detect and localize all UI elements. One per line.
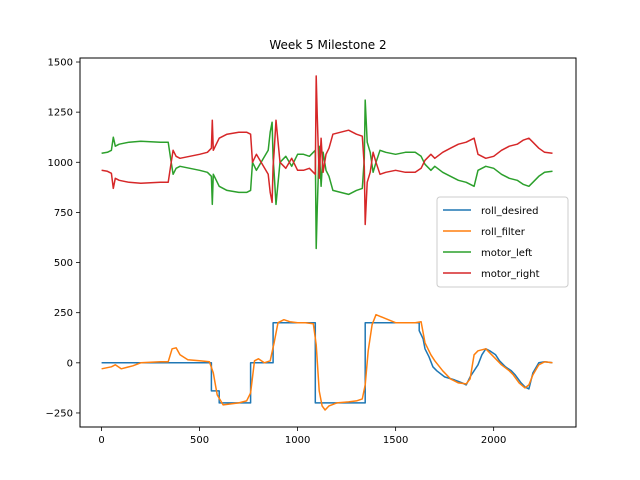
y-tick-label: 1250 — [48, 108, 73, 119]
y-tick-label: 1000 — [48, 158, 73, 169]
x-tick-label: 0 — [98, 435, 104, 446]
series-line-roll-filter — [101, 313, 553, 411]
series-line-motor-left — [101, 99, 553, 250]
legend-label: motor_right — [481, 269, 540, 280]
x-tick-label: 500 — [190, 435, 209, 446]
legend: roll_desired roll_filter motor_left motor_r… — [436, 196, 569, 288]
legend-label: roll_filter — [481, 227, 526, 238]
y-tick-label: −250 — [46, 408, 73, 419]
x-axis: 0 500 1000 1500 2000 — [98, 427, 506, 446]
plot-frame — [79, 57, 577, 428]
legend-box — [436, 196, 569, 288]
x-tick-label: 1000 — [285, 435, 310, 446]
y-tick-label: 500 — [54, 258, 73, 269]
y-tick-label: 250 — [54, 308, 73, 319]
x-tick-label: 1500 — [383, 435, 408, 446]
x-tick-label: 2000 — [481, 435, 506, 446]
y-tick-label: 750 — [54, 208, 73, 219]
chart-title: Week 5 Milestone 2 — [269, 38, 386, 52]
y-tick-label: 0 — [67, 358, 73, 369]
legend-label: motor_left — [481, 248, 532, 259]
y-axis: −250 0 250 500 750 1000 1250 1500 — [46, 58, 80, 419]
series-line-motor-right — [101, 75, 553, 226]
plot-lines — [101, 75, 553, 411]
y-tick-label: 1500 — [48, 58, 73, 69]
legend-label: roll_desired — [481, 206, 538, 217]
